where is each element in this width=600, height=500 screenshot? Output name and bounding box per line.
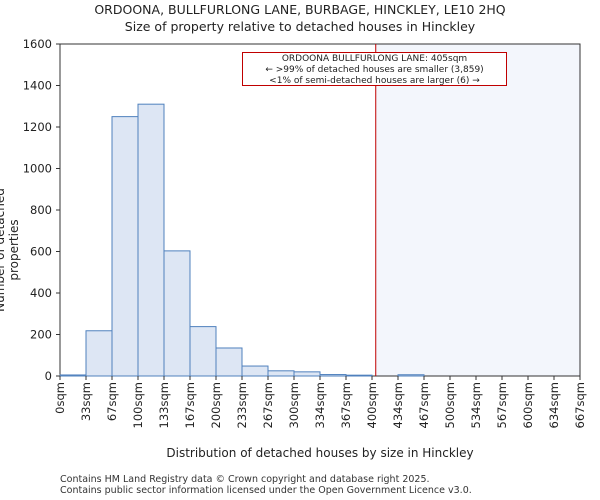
chart-title: ORDOONA, BULLFURLONG LANE, BURBAGE, HINC… <box>94 2 506 17</box>
bar-367sqm <box>345 374 373 377</box>
bar-434sqm <box>397 374 425 377</box>
annotation-line-2: ← >99% of detached houses are smaller (3… <box>265 65 484 75</box>
bar-267sqm <box>267 370 295 377</box>
y-tick-label-800: 800 <box>30 203 52 217</box>
x-tick-label-300sqm: 300sqm <box>287 382 301 428</box>
annotation-line-1: ORDOONA BULLFURLONG LANE: 405sqm <box>281 54 468 64</box>
x-tick-label-133sqm: 133sqm <box>157 382 171 428</box>
x-tick-label-0sqm: 0sqm <box>53 382 67 414</box>
x-tick-label-100sqm: 100sqm <box>131 382 145 428</box>
x-tick-label-600sqm: 600sqm <box>521 382 535 428</box>
bar-200sqm <box>215 347 243 377</box>
footer-line-1: Contains HM Land Registry data © Crown c… <box>60 474 430 485</box>
y-tick-label-200: 200 <box>30 328 52 342</box>
bar-300sqm <box>293 371 321 377</box>
bar-167sqm <box>189 326 217 377</box>
x-tick-label-434sqm: 434sqm <box>391 382 405 428</box>
x-tick-label-667sqm: 667sqm <box>573 382 587 428</box>
x-tick-label-467sqm: 467sqm <box>417 382 431 428</box>
chart-subtitle: Size of property relative to detached ho… <box>124 19 476 34</box>
y-tick-label-1400: 1400 <box>23 79 52 93</box>
x-tick-label-200sqm: 200sqm <box>209 382 223 428</box>
bar-0sqm <box>59 374 87 377</box>
bar-67sqm <box>111 116 139 377</box>
y-tick-label-1200: 1200 <box>23 120 52 134</box>
y-tick-label-0: 0 <box>45 369 52 383</box>
x-tick-label-567sqm: 567sqm <box>495 382 509 428</box>
x-tick-label-634sqm: 634sqm <box>547 382 561 428</box>
y-tick-label-400: 400 <box>30 286 52 300</box>
bar-33sqm <box>85 330 113 377</box>
x-tick-label-267sqm: 267sqm <box>261 382 275 428</box>
y-tick-label-1000: 1000 <box>23 162 52 176</box>
footer-line-2: Contains public sector information licen… <box>60 485 472 496</box>
x-tick-label-500sqm: 500sqm <box>443 382 457 428</box>
x-tick-label-400sqm: 400sqm <box>365 382 379 428</box>
bar-100sqm <box>137 103 165 377</box>
x-axis-label: Distribution of detached houses by size … <box>166 446 474 460</box>
bar-334sqm <box>319 374 347 377</box>
annotation-line-3: <1% of semi-detached houses are larger (… <box>269 76 480 86</box>
x-tick-label-167sqm: 167sqm <box>183 382 197 428</box>
highlight-region <box>375 44 580 376</box>
bar-233sqm <box>241 365 269 377</box>
x-tick-label-334sqm: 334sqm <box>313 382 327 428</box>
y-tick-label-600: 600 <box>30 245 52 259</box>
bar-133sqm <box>163 250 191 377</box>
y-axis-label: Number of detached properties <box>0 188 21 312</box>
x-tick-label-33sqm: 33sqm <box>79 382 93 421</box>
annotation-box: ORDOONA BULLFURLONG LANE: 405sqm ← >99% … <box>242 52 507 86</box>
x-tick-label-534sqm: 534sqm <box>469 382 483 428</box>
x-tick-label-367sqm: 367sqm <box>339 382 353 428</box>
x-tick-label-67sqm: 67sqm <box>105 382 119 421</box>
y-tick-label-1600: 1600 <box>23 37 52 51</box>
x-tick-label-233sqm: 233sqm <box>235 382 249 428</box>
